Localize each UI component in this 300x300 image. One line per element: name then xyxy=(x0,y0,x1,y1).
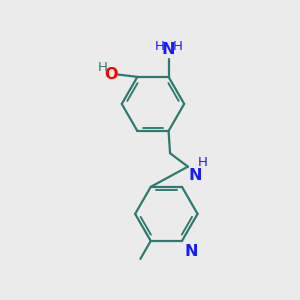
Text: N: N xyxy=(188,168,202,183)
Text: H: H xyxy=(155,40,165,53)
Text: H: H xyxy=(98,61,108,74)
Text: H: H xyxy=(172,40,182,53)
Text: H: H xyxy=(198,156,208,169)
Text: O: O xyxy=(104,67,118,82)
Text: N: N xyxy=(162,42,175,57)
Text: N: N xyxy=(185,244,198,259)
